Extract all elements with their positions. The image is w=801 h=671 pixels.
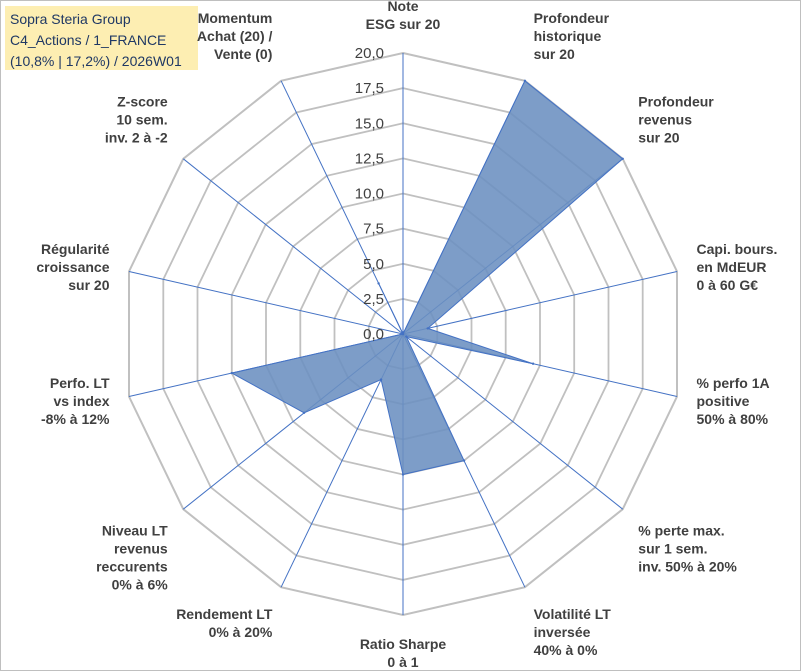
axis-label: Note ESG sur 20 (366, 0, 441, 32)
radar-series (230, 79, 624, 476)
axis-label-line: sur 20 (534, 46, 575, 62)
axis-label: Profondeur historique sur 20 (534, 10, 610, 62)
data-point (405, 335, 408, 338)
chart-title-line3: (10,8% | 17,2%) / 2026W01 (10, 53, 182, 69)
axis-label-line: Niveau LT (102, 523, 168, 539)
axis-label-line: Régularité (41, 241, 110, 257)
tick-label: 15,0 (355, 115, 384, 132)
axis-labels: Note ESG sur 20 Profondeur historique sur 20… (36, 0, 777, 670)
axis-label-line: 0 à 60 G€ (697, 277, 759, 293)
axis-label-line: Momentum (198, 10, 273, 26)
tick-label: 17,5 (355, 80, 384, 97)
axis-label-line: historique (534, 28, 602, 44)
axis-label-line: 40% à 0% (534, 642, 598, 658)
axis-label-line: revenus (114, 541, 168, 557)
axis-label-line: sur 20 (638, 129, 679, 145)
axis-label-line: vs index (53, 393, 109, 409)
axis-label-line: positive (697, 393, 750, 409)
tick-label: 10,0 (355, 186, 384, 203)
data-point (401, 473, 405, 476)
axis-label: Niveau LT revenus reccurents 0% à 6% (96, 523, 168, 593)
data-point (621, 157, 624, 160)
axis-label-line: ESG sur 20 (366, 16, 441, 32)
data-point (230, 371, 233, 375)
axis-label: Profondeur revenus sur 20 (638, 93, 714, 145)
tick-label: 20,0 (355, 45, 384, 62)
data-point (462, 459, 466, 462)
axis-spoke (182, 158, 404, 335)
axis-label-line: inv. 50% à 20% (638, 559, 737, 575)
axis-label-line: en MdEUR (697, 259, 767, 275)
axis-label-line: Z-score (117, 93, 168, 109)
axis-label-line: 50% à 80% (697, 411, 769, 427)
axis-label-line: -8% à 12% (41, 411, 110, 427)
axis-label: Momentum Achat (20) / Vente (0) (197, 10, 273, 62)
axis-spoke (402, 333, 624, 510)
axis-label-line: Profondeur (638, 93, 714, 109)
axis-spoke (128, 271, 404, 335)
axis-label-line: croissance (36, 259, 109, 275)
axis-label: Volatilité LT inversée 40% à 0% (534, 606, 612, 658)
tick-label: 0,0 (363, 326, 384, 343)
axis-label: Perfo. LT vs index -8% à 12% (41, 375, 110, 427)
chart-title-line2: C4_Actions / 1_FRANCE (10, 32, 167, 48)
axis-label-line: % perfo 1A (697, 375, 770, 391)
axis-label: Ratio Sharpe 0 à 1 (360, 636, 447, 670)
axis-label-line: inversée (534, 624, 591, 640)
data-point (426, 327, 429, 330)
axis-label-line: inv. 2 à -2 (105, 129, 168, 145)
axis-label: Z-score 10 sem. inv. 2 à -2 (105, 93, 168, 145)
chart-title-line1: Sopra Steria Group (10, 11, 131, 27)
axis-label-line: Ratio Sharpe (360, 636, 447, 652)
data-point (401, 332, 405, 336)
axis-label: % perte max. sur 1 sem. inv. 50% à 20% (638, 523, 737, 575)
axis-label-line: Volatilité LT (534, 606, 612, 622)
chart-title-box: Sopra Steria Group C4_Actions / 1_FRANCE… (5, 6, 198, 70)
axis-label: Régularité croissance sur 20 (36, 241, 109, 293)
axis-label: Rendement LT 0% à 20% (176, 606, 273, 640)
axis-label-line: 0 à 1 (387, 654, 418, 670)
tick-label: 12,5 (355, 150, 384, 167)
axis-label: Capi. bours. en MdEUR 0 à 60 G€ (697, 241, 778, 293)
tick-label: 5,0 (363, 256, 384, 273)
axis-label-line: Profondeur (534, 10, 610, 26)
axis-label-line: % perte max. (638, 523, 724, 539)
axis-label-line: Achat (20) / (197, 28, 273, 44)
axis-spoke (402, 271, 678, 335)
tick-label: 2,5 (363, 291, 384, 308)
axis-label-line: 0% à 6% (112, 577, 169, 593)
data-point (302, 411, 306, 414)
radial-axis-ticks: 0,0 2,5 5,0 7,5 10,0 12,5 15,0 17,5 20,0 (355, 45, 384, 343)
axis-label-line: 10 sem. (116, 111, 167, 127)
axis-label-line: reccurents (96, 559, 168, 575)
data-point (523, 79, 527, 83)
axis-label-line: sur 1 sem. (638, 541, 707, 557)
data-point (377, 282, 380, 285)
axis-label-line: Vente (0) (214, 46, 272, 62)
tick-label: 7,5 (363, 221, 384, 238)
axis-label-line: 0% à 20% (209, 624, 273, 640)
axis-label-line: sur 20 (68, 277, 109, 293)
axis-label-line: Perfo. LT (50, 375, 110, 391)
series-area (230, 80, 624, 476)
axis-label: % perfo 1A positive 50% à 80% (697, 375, 770, 427)
axis-label-line: revenus (638, 111, 692, 127)
data-point (379, 378, 383, 381)
data-point (531, 362, 535, 365)
axis-label-line: Note (387, 0, 418, 14)
axis-label-line: Capi. bours. (697, 241, 778, 257)
axis-label-line: Rendement LT (176, 606, 273, 622)
